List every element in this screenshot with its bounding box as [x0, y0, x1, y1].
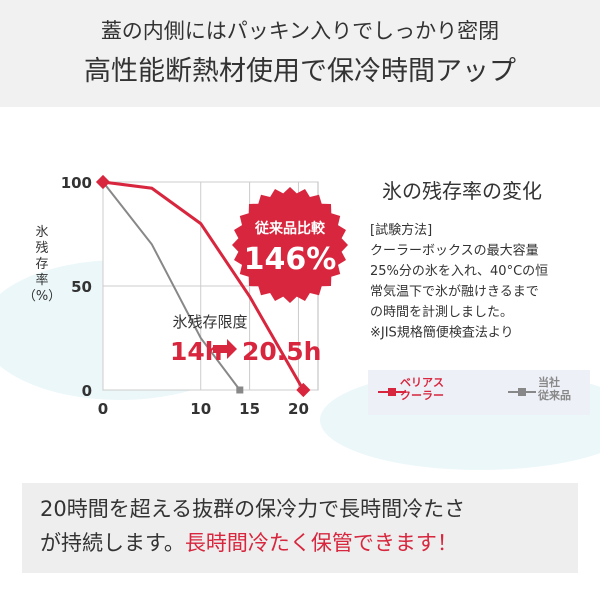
legend-label: ベリアス クーラー: [400, 376, 444, 402]
footer-line: が持続します。: [40, 531, 185, 555]
x-tick-label: 0: [98, 400, 108, 418]
footer-line: 20時間を超える抜群の保冷力で長時間冷たさ: [40, 497, 465, 521]
panel-line: クーラーボックスの最大容量: [370, 243, 539, 259]
panel-line: ※JIS規格簡便検査法より: [370, 325, 514, 341]
header-band: [0, 0, 600, 107]
marker: [296, 382, 311, 398]
series-line: [102, 180, 305, 391]
legend-marker: [388, 388, 396, 396]
y-tick-label: 100: [61, 174, 92, 192]
x-tick-label: 10: [190, 400, 211, 418]
x-tick-label: 20: [288, 400, 309, 418]
footer-box: [22, 483, 578, 573]
panel-line: 常気温下で氷が融けきるまで: [370, 284, 539, 300]
panel-line: [試験方法]: [370, 222, 432, 238]
badge-label: 従来品比較: [254, 220, 326, 237]
legend-label: 当社 従来品: [538, 376, 571, 402]
footer-highlight: 長時間冷たく保管できます！: [185, 531, 458, 555]
x-tick-label: 15: [239, 400, 260, 418]
footer-line: が持続します。長時間冷たく保管できます！: [40, 531, 458, 555]
panel-line: の時間を計測しました。: [370, 304, 513, 320]
arrow: [213, 339, 237, 359]
legend-marker: [518, 388, 526, 396]
limit-to: 20.5h: [242, 337, 321, 366]
y-axis-label: 氷 残 存 率 （%）: [22, 225, 62, 304]
y-tick-label: 0: [82, 382, 92, 400]
series-line: [102, 181, 241, 391]
panel-title: 氷の残存率の変化: [382, 179, 542, 203]
marker: [236, 386, 244, 394]
header-subtitle: 蓋の内側にはパッキン入りでしっかり密閉: [101, 19, 499, 43]
badge: [232, 187, 348, 303]
panel-line: 25%分の氷を入れ、40°Cの恒: [370, 264, 548, 279]
badge-value: 146%: [244, 242, 337, 277]
limit-label: 氷残存限度: [172, 313, 247, 331]
header-title: 高性能断熱材使用で保冷時間アップ: [84, 56, 516, 87]
y-tick-label: 50: [71, 278, 92, 296]
